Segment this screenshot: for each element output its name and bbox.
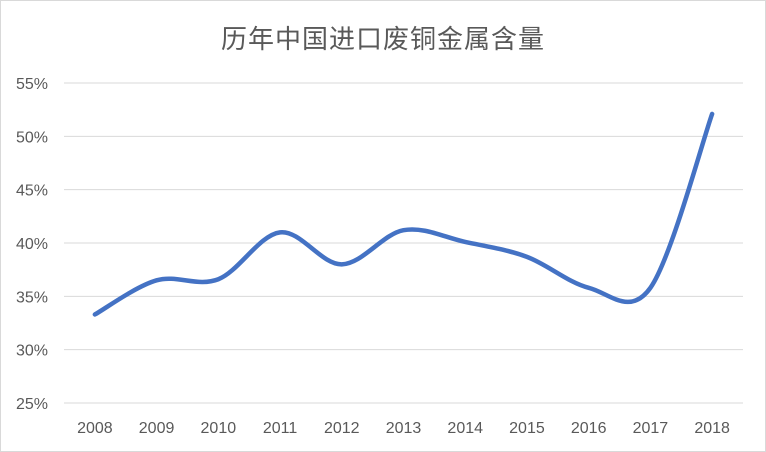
x-tick-label: 2014 [447,420,483,437]
y-tick-label: 45% [16,183,48,200]
x-tick-label: 2018 [694,420,730,437]
x-tick-label: 2008 [77,420,113,437]
x-tick-label: 2012 [324,420,360,437]
series-line [92,111,715,317]
x-tick-label: 2016 [571,420,607,437]
y-tick-label: 30% [16,343,48,360]
y-tick-label: 25% [16,396,48,413]
x-tick-label: 2011 [263,420,298,437]
y-tick-label: 40% [16,236,48,253]
x-tick-label: 2010 [201,420,237,437]
x-tick-label: 2015 [509,420,545,437]
chart-title: 历年中国进口废铜金属含量 [220,25,545,55]
x-tick-label: 2017 [633,420,669,437]
x-tick-label: 2013 [386,420,422,437]
y-tick-label: 35% [16,289,48,306]
x-tick-label: 2009 [139,420,175,437]
y-tick-label: 50% [16,129,48,146]
y-tick-label: 55% [16,76,48,93]
